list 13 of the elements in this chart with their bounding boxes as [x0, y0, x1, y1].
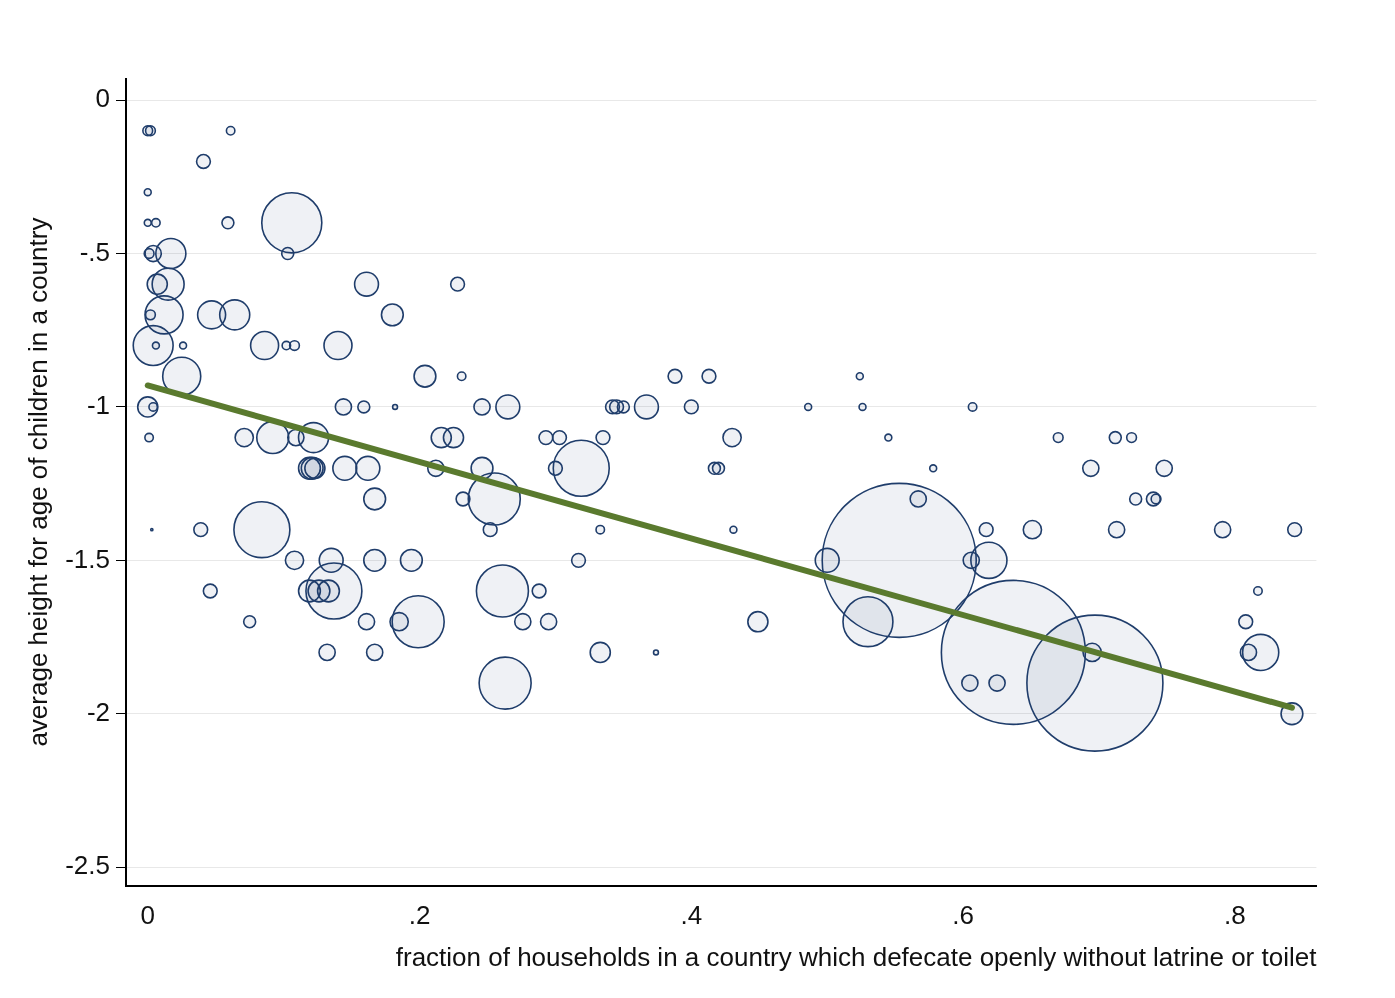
- y-axis-title: average height for age of children in a country: [22, 217, 53, 747]
- y-tick-label: -1.5: [65, 543, 110, 574]
- x-tick-label: .6: [952, 900, 974, 931]
- y-tick-label: -.5: [79, 236, 110, 267]
- y-tick-label: -2: [86, 696, 110, 727]
- y-tick-label: -2.5: [65, 850, 110, 881]
- x-tick-label: .4: [680, 900, 703, 931]
- x-tick-label: 0: [140, 900, 155, 931]
- x-tick-label: .2: [408, 900, 431, 931]
- x-axis-title: fraction of households in a country which defecate openly without latrine or toilet: [395, 941, 1318, 972]
- y-tick-label: 0: [95, 83, 110, 114]
- y-tick-label: -1: [86, 390, 110, 421]
- x-tick-label: .8: [1224, 900, 1246, 931]
